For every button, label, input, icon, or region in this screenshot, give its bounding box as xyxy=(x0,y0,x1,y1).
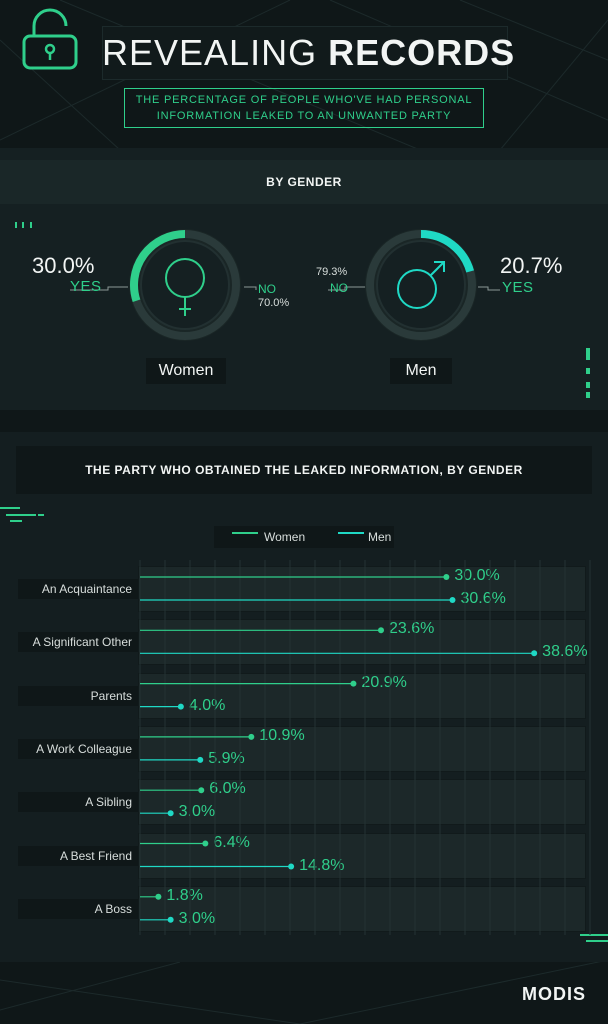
subtitle-box: THE PERCENTAGE OF PEOPLE WHO'VE HAD PERS… xyxy=(124,88,484,128)
legend-men: Men xyxy=(368,530,392,544)
title-box: REVEALING RECORDS xyxy=(102,26,514,80)
men-label: Men xyxy=(390,358,452,384)
men-donut-chart xyxy=(365,229,477,341)
men-no-percent: 79.3% xyxy=(316,266,348,278)
men-value-label: 4.0% xyxy=(188,696,226,714)
women-value-label: 6.0% xyxy=(209,780,246,798)
legend-women: Women xyxy=(264,530,306,544)
category-label: A Best Friend xyxy=(18,845,138,866)
category-label: A Significant Other xyxy=(18,632,138,653)
subtitle-line-2: INFORMATION LEAKED TO AN UNWANTED PARTY xyxy=(156,110,452,122)
men-value-label: 5.9% xyxy=(208,749,245,767)
legend-swatch-men xyxy=(338,532,364,534)
category-label: Parents xyxy=(18,685,138,706)
women-value-label: 30.0% xyxy=(454,567,500,584)
men-yes-label: YES xyxy=(502,279,534,296)
legend-swatch-women xyxy=(232,532,258,534)
category-row xyxy=(138,619,586,666)
men-no-label: NO xyxy=(330,281,348,295)
women-value-label: 10.9% xyxy=(259,726,305,744)
party-chart-title: THE PARTY WHO OBTAINED THE LEAKED INFORM… xyxy=(85,463,523,477)
men-value-label: 38.6% xyxy=(542,643,588,661)
men-yes-percent: 20.7% xyxy=(500,253,563,278)
women-value-label: 6.4% xyxy=(213,833,250,851)
men-value-label: 3.0% xyxy=(178,909,216,927)
women-donut-inner xyxy=(140,240,230,330)
women-label: Women xyxy=(146,358,226,384)
category-label: A Sibling xyxy=(18,792,138,813)
women-no-percent: 70.0% xyxy=(258,297,290,309)
women-yes-label: YES xyxy=(70,278,102,295)
women-yes-percent: 30.0% xyxy=(32,253,95,278)
women-yes-arc xyxy=(130,230,186,302)
women-value-label: 20.9% xyxy=(361,673,407,691)
male-symbol-icon xyxy=(397,261,445,309)
category-row xyxy=(138,672,586,719)
party-band: THE PARTY WHO OBTAINED THE LEAKED INFORM… xyxy=(16,446,592,494)
category-row xyxy=(138,566,586,612)
men-value-label: 14.8% xyxy=(299,856,345,874)
men-donut-inner xyxy=(376,240,466,330)
category-row xyxy=(138,779,586,826)
category-label: A Boss xyxy=(18,898,138,919)
women-value-label: 23.6% xyxy=(389,620,435,638)
padlock-icon xyxy=(22,8,78,70)
subtitle-line-1: THE PERCENTAGE OF PEOPLE WHO'VE HAD PERS… xyxy=(135,94,473,106)
by-gender-title: BY GENDER xyxy=(266,175,342,189)
title-light: REVEALING xyxy=(102,32,318,73)
female-symbol-icon xyxy=(165,258,205,316)
category-row xyxy=(138,832,586,879)
category-row xyxy=(138,885,586,932)
by-gender-band: BY GENDER xyxy=(0,160,608,204)
page-title: REVEALING RECORDS xyxy=(102,32,514,74)
women-donut-chart xyxy=(129,229,241,341)
category-row xyxy=(138,725,586,772)
men-value-label: 3.0% xyxy=(178,803,216,821)
women-no-label: NO xyxy=(258,282,276,296)
title-bold: RECORDS xyxy=(328,32,516,73)
chart-legend: Women Men xyxy=(214,526,394,548)
category-label: A Work Colleague xyxy=(18,738,138,759)
brand-logo: MODIS xyxy=(521,984,586,1004)
men-value-label: 30.6% xyxy=(460,590,506,607)
category-label: An Acquaintance xyxy=(18,579,138,599)
men-yes-arc xyxy=(420,230,475,273)
women-value-label: 1.8% xyxy=(166,886,203,904)
